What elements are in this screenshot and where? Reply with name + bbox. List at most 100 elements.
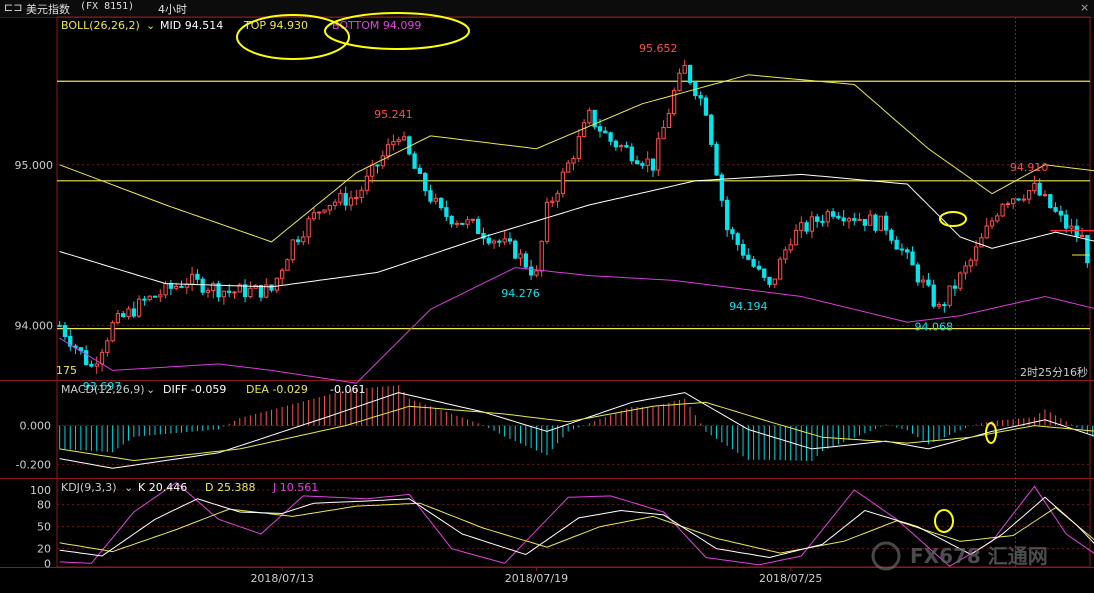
candle-up [396, 139, 401, 143]
candle-up [248, 287, 253, 298]
candle-down [730, 229, 735, 235]
candle-up [1042, 194, 1048, 197]
watermark: FX678 汇通网 [910, 544, 1048, 568]
candle-down [449, 215, 454, 225]
candle-down [836, 215, 841, 219]
candle-down [634, 160, 640, 165]
boll-bottom-value: BOTTOM 94.099 [332, 19, 421, 32]
candle-up [846, 218, 852, 222]
candle-down [57, 324, 62, 327]
candle-down [756, 265, 762, 270]
candle-down [507, 238, 513, 242]
candle-up [327, 204, 332, 211]
boll-lower-line [59, 267, 1094, 384]
candle-up [581, 122, 587, 138]
candle-up [958, 272, 963, 289]
candle-up [677, 72, 682, 91]
candle-down [121, 313, 126, 318]
boll-mid-line [59, 173, 1094, 288]
candle-down [428, 190, 433, 202]
candle-down [1064, 214, 1069, 229]
x-tick-label: 2018/07/13 [250, 572, 313, 585]
close-icon[interactable]: × [1080, 1, 1090, 14]
period-selector[interactable]: 4小时 [158, 3, 187, 16]
candle-up [868, 214, 873, 226]
candle-up [332, 201, 338, 206]
candle-up [936, 304, 942, 307]
macd-value: -0.061 [330, 383, 365, 396]
candle-up [115, 313, 121, 324]
candle-up [777, 258, 783, 280]
candle-down [735, 233, 740, 245]
candle-down [883, 215, 889, 231]
candle-down [258, 284, 264, 298]
candle-up [1005, 203, 1011, 206]
candle-down [841, 217, 846, 222]
candle-down [438, 197, 444, 209]
candle-up [619, 145, 624, 148]
candle-up [370, 164, 375, 177]
candle-up [989, 220, 995, 227]
candle-up [656, 138, 661, 171]
high-price-label: 95.652 [639, 42, 678, 55]
candle-down [804, 222, 809, 232]
instrument-name: 美元指数 [26, 3, 70, 16]
macd-tick-label: -0.200 [16, 458, 51, 471]
annotation-ellipse [236, 14, 350, 60]
candle-up [576, 136, 581, 159]
candle-down [513, 240, 518, 259]
candle-up [666, 113, 671, 129]
candle-up [317, 211, 322, 214]
candle-down [815, 216, 820, 222]
annotation-ellipse [934, 509, 954, 533]
macd-label: MACD(12,26,9) [61, 383, 145, 396]
back-arrow-icon[interactable]: ⊏⊐ [4, 1, 23, 14]
candle-down [714, 143, 719, 176]
candle-down [767, 276, 772, 285]
candle-up [555, 192, 560, 202]
candle-down [375, 164, 380, 167]
candle-down [820, 220, 825, 223]
candle-down [412, 153, 417, 169]
candle-up [1069, 225, 1074, 229]
candle-up [454, 222, 460, 225]
candle-down [740, 243, 746, 256]
candle-up [147, 295, 152, 301]
corner-label: 175 [56, 364, 77, 377]
macd-dea-value: DEA -0.029 [246, 383, 308, 396]
candle-up [205, 290, 211, 293]
candle-up [571, 157, 576, 164]
candle-down [751, 258, 756, 267]
kdj-tick-label: 100 [30, 484, 51, 497]
candle-down [603, 130, 608, 134]
candle-up [502, 238, 507, 243]
macd-tick-label: 0.000 [20, 420, 52, 433]
price-tick-label: 95.000 [15, 159, 54, 172]
macd-diff-value: DIFF -0.059 [163, 383, 226, 396]
candle-up [518, 253, 523, 259]
chevron-down-icon: ⌄ [124, 481, 133, 494]
candle-up [163, 283, 168, 296]
macd-diff-line [59, 392, 1094, 469]
candle-down [343, 193, 348, 206]
high-price-label: 94.910 [1010, 161, 1049, 174]
candle-down [460, 222, 465, 225]
candle-down [200, 278, 205, 293]
candle-up [221, 290, 227, 298]
candle-down [889, 229, 894, 241]
candle-down [910, 251, 915, 266]
kdj-tick-label: 20 [37, 543, 51, 556]
chevron-down-icon: ⌄ [146, 383, 155, 396]
kdj-label: KDJ(9,3,3) [61, 481, 117, 494]
candle-up [110, 322, 115, 342]
candle-up [682, 64, 687, 74]
candle-up [174, 285, 179, 289]
candle-up [1021, 198, 1026, 201]
candle-down [179, 285, 184, 288]
candle-down [528, 266, 534, 276]
candle-down [423, 172, 428, 192]
candle-up [158, 294, 163, 298]
candle-up [237, 284, 242, 293]
candle-down [1085, 235, 1090, 264]
candle-up [539, 240, 544, 272]
